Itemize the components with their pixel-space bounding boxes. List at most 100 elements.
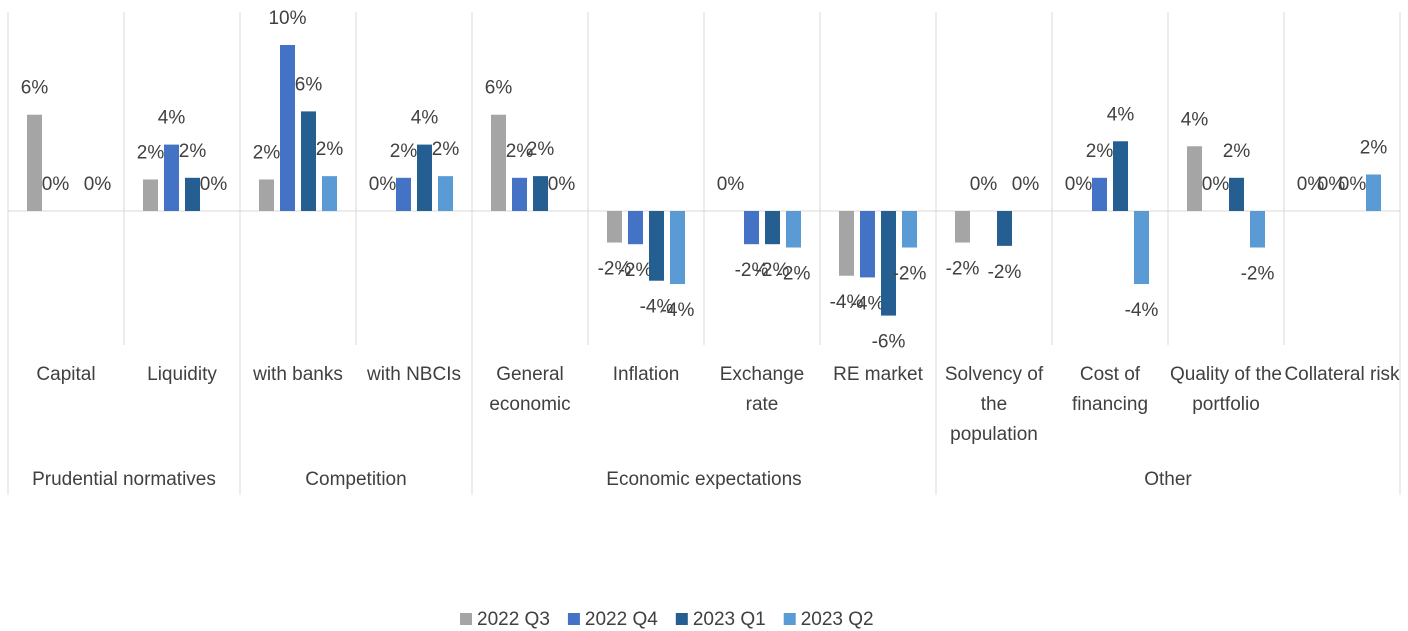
category-label: with NBCIs xyxy=(367,364,461,385)
data-label: 0% xyxy=(84,174,112,195)
group-label: Competition xyxy=(305,469,407,490)
bar xyxy=(533,176,548,211)
data-label: 0% xyxy=(1297,174,1325,195)
data-label: -2% xyxy=(946,259,980,280)
legend-label: 2022 Q3 xyxy=(477,609,550,630)
category-label: Capital xyxy=(36,364,96,385)
data-label: 0% xyxy=(200,174,228,195)
legend-swatch xyxy=(460,613,472,625)
group-label: Economic expectations xyxy=(606,469,802,490)
data-label: -2% xyxy=(777,264,811,285)
bar xyxy=(649,211,664,281)
data-label: 2% xyxy=(179,141,207,162)
data-label: 0% xyxy=(1065,174,1093,195)
data-label: 4% xyxy=(1181,109,1209,130)
bar xyxy=(491,114,506,211)
bar xyxy=(902,211,917,248)
bar xyxy=(1134,211,1149,285)
bar xyxy=(417,144,432,211)
data-label: 6% xyxy=(295,74,323,95)
bar xyxy=(164,144,179,211)
legend-label: 2022 Q4 xyxy=(585,609,658,630)
bar xyxy=(301,111,316,211)
bar xyxy=(765,211,780,245)
bar xyxy=(881,211,896,316)
bar xyxy=(280,45,295,211)
bar xyxy=(1250,211,1265,248)
data-label: 4% xyxy=(158,108,186,129)
bar xyxy=(512,177,527,211)
bar xyxy=(786,211,801,248)
data-label: 2% xyxy=(316,139,344,160)
data-label: 0% xyxy=(42,174,70,195)
bar xyxy=(143,179,158,211)
data-label: -4% xyxy=(830,292,864,313)
data-label: 0% xyxy=(1202,174,1230,195)
data-label: 0% xyxy=(717,174,745,195)
bar xyxy=(259,179,274,211)
bar xyxy=(396,177,411,211)
data-label: 2% xyxy=(506,141,534,162)
bar xyxy=(839,211,854,276)
data-label: 4% xyxy=(1107,104,1135,125)
data-label: -2% xyxy=(735,260,769,281)
category-label: RE market xyxy=(833,364,923,385)
legend-swatch xyxy=(675,613,688,625)
data-label: 6% xyxy=(21,78,49,99)
data-label: -2% xyxy=(756,260,790,281)
data-label: -4% xyxy=(851,293,885,314)
category-label: Inflation xyxy=(612,364,680,385)
bar xyxy=(860,211,875,278)
category-label: Cost of financing xyxy=(1071,364,1149,415)
legend-swatch xyxy=(783,613,796,625)
group-label: Other xyxy=(1144,469,1192,490)
data-label: 2% xyxy=(432,139,460,160)
category-label: Quality of the portfolio xyxy=(1170,364,1282,415)
data-label: 6% xyxy=(485,78,513,99)
data-label: 0% xyxy=(1339,174,1367,195)
bar xyxy=(1187,146,1202,211)
data-label: 2% xyxy=(1223,141,1251,162)
bar xyxy=(322,176,337,211)
bar xyxy=(628,211,643,245)
bar xyxy=(438,176,453,211)
data-label: 0% xyxy=(369,174,397,195)
data-label: 2% xyxy=(1086,141,1114,162)
bar xyxy=(997,211,1012,246)
data-label: 2% xyxy=(253,142,281,163)
data-label: -6% xyxy=(872,332,906,353)
bar xyxy=(1229,177,1244,211)
bar xyxy=(607,211,622,243)
data-label: 0% xyxy=(970,174,998,195)
category-label: with banks xyxy=(253,364,343,385)
category-label: Solvency of the population xyxy=(944,364,1044,445)
data-label: -2% xyxy=(1241,264,1275,285)
category-label: Liquidity xyxy=(147,364,217,385)
bar xyxy=(1113,141,1128,211)
data-label: 0% xyxy=(548,174,576,195)
bar xyxy=(1366,174,1381,211)
data-label: 2% xyxy=(527,139,555,160)
bar xyxy=(955,211,970,243)
data-label: -2% xyxy=(619,260,653,281)
data-label: -4% xyxy=(661,300,695,321)
data-label: 0% xyxy=(1318,174,1346,195)
data-label: 0% xyxy=(1012,174,1040,195)
category-label: Collateral risk xyxy=(1284,364,1400,385)
legend-swatch xyxy=(567,613,580,625)
data-label: -2% xyxy=(893,264,927,285)
bar xyxy=(185,177,200,211)
category-label: Exchange rate xyxy=(719,364,805,415)
data-label: -4% xyxy=(640,297,674,318)
data-label: -4% xyxy=(1125,300,1159,321)
category-label: General economic xyxy=(489,364,571,415)
legend-label: 2023 Q2 xyxy=(801,609,874,630)
data-label: -2% xyxy=(988,262,1022,283)
group-label: Prudential normatives xyxy=(32,469,216,490)
data-label: -2% xyxy=(598,259,632,280)
data-label: 10% xyxy=(268,8,306,29)
bar xyxy=(670,211,685,285)
data-label: 2% xyxy=(390,141,418,162)
